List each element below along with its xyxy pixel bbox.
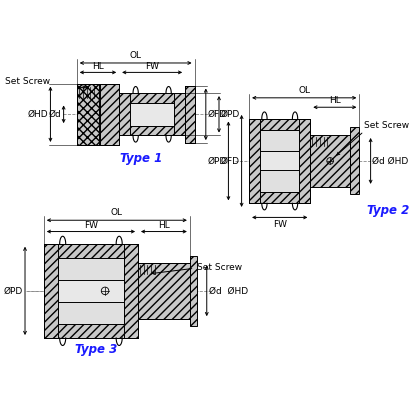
Bar: [119, 93, 185, 102]
Text: Type 3: Type 3: [74, 343, 117, 356]
Bar: [124, 244, 138, 338]
Text: ØFD: ØFD: [221, 156, 240, 166]
Text: HL: HL: [92, 62, 104, 71]
Bar: [249, 119, 260, 203]
Text: Type 2: Type 2: [367, 204, 409, 217]
Text: ØFD: ØFD: [208, 110, 227, 119]
Bar: [350, 127, 359, 194]
Bar: [249, 192, 310, 203]
Bar: [79, 102, 117, 126]
Bar: [190, 256, 197, 326]
Text: ØPD: ØPD: [4, 286, 23, 295]
Text: Set Screw: Set Screw: [5, 77, 50, 86]
Bar: [58, 258, 124, 324]
Bar: [77, 84, 100, 145]
Text: OL: OL: [111, 208, 123, 218]
Text: Ød  ØHD: Ød ØHD: [209, 286, 248, 295]
Bar: [77, 102, 185, 126]
Bar: [249, 151, 350, 170]
Text: Ød: Ød: [49, 110, 62, 119]
Bar: [77, 84, 119, 145]
Bar: [249, 119, 310, 203]
Bar: [131, 93, 174, 136]
Bar: [138, 262, 190, 319]
Text: Type 1: Type 1: [120, 151, 162, 165]
Text: OL: OL: [130, 51, 142, 60]
Bar: [185, 86, 195, 143]
Text: Ød ØHD: Ød ØHD: [372, 156, 409, 166]
Text: HL: HL: [329, 97, 341, 105]
Bar: [44, 244, 138, 338]
Text: HL: HL: [158, 220, 170, 230]
Bar: [44, 244, 58, 338]
Text: Set Screw: Set Screw: [364, 121, 409, 130]
Text: ØHD: ØHD: [28, 110, 49, 119]
Text: ØPD: ØPD: [207, 156, 227, 166]
Text: FW: FW: [273, 220, 287, 229]
Bar: [174, 93, 185, 136]
Bar: [44, 324, 138, 338]
Bar: [249, 119, 310, 130]
Text: OL: OL: [298, 86, 310, 95]
Bar: [299, 119, 310, 203]
Bar: [119, 126, 185, 136]
Text: FW: FW: [145, 62, 159, 71]
Bar: [119, 93, 131, 136]
Bar: [44, 244, 138, 258]
Bar: [119, 102, 185, 126]
Text: Set Screw: Set Screw: [197, 263, 243, 272]
Bar: [249, 151, 350, 170]
Bar: [310, 135, 350, 187]
Bar: [100, 102, 185, 126]
Bar: [260, 130, 299, 192]
Bar: [119, 93, 185, 136]
Text: ØPD: ØPD: [221, 110, 240, 119]
Bar: [77, 84, 99, 145]
Bar: [44, 280, 190, 302]
Text: FW: FW: [84, 220, 98, 230]
